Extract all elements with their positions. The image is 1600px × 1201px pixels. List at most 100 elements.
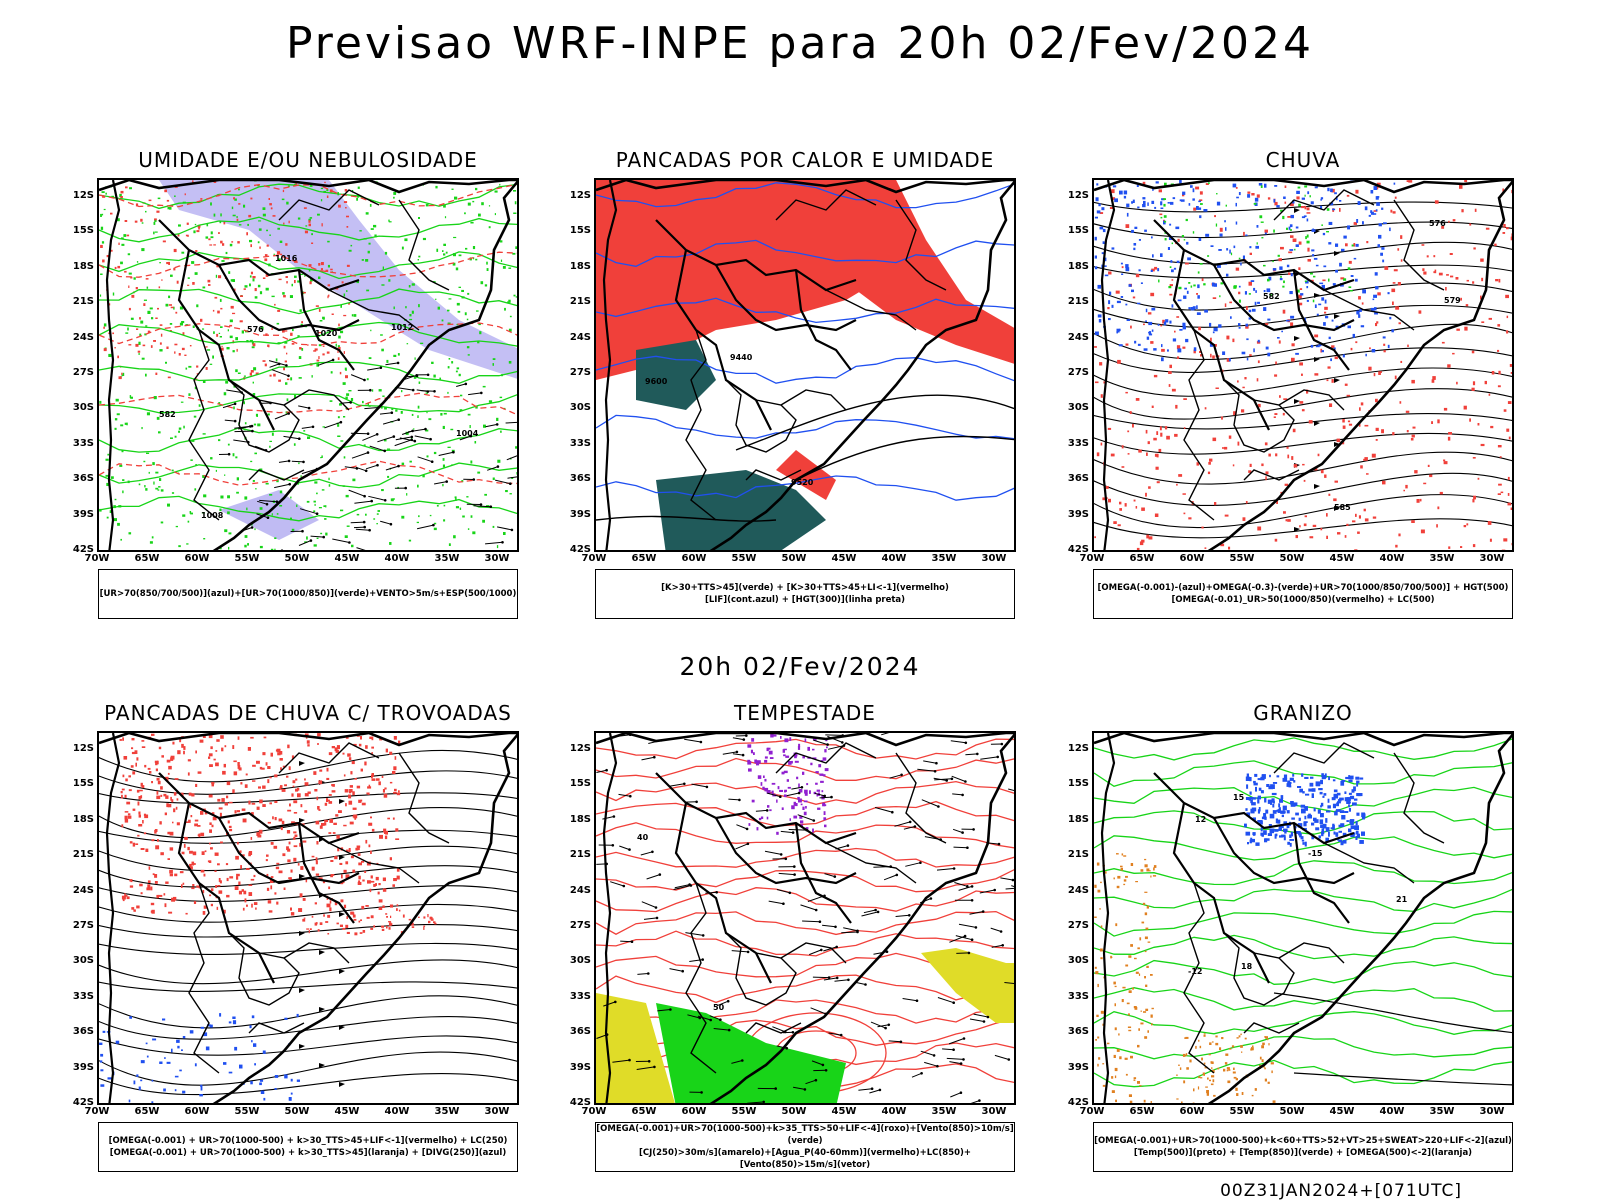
lon-label: 45W [1325,553,1359,564]
contour-label: 582 [1263,292,1280,301]
contour-label: 1016 [275,254,298,263]
contour-label: 21 [1396,895,1408,904]
lon-label: 30W [1475,1106,1509,1117]
lon-label: 35W [1425,553,1459,564]
state-border [399,753,449,843]
lat-label: 33S [1059,991,1089,1002]
lon-label: 70W [80,553,114,564]
lon-label: 35W [430,553,464,564]
contour-label: 50 [713,1003,725,1012]
precip-field [747,734,828,835]
contour-label: 40 [637,833,649,842]
lon-label: 45W [1325,1106,1359,1117]
lon-label: 35W [927,1106,961,1117]
lat-label: 27S [561,920,591,931]
lat-label: 36S [64,1026,94,1037]
legend-line: [CJ(250)>30m/s](amarelo)+[Agua_P(40-60mm… [596,1147,1014,1171]
lat-label: 12S [64,190,94,201]
lon-label: 70W [577,1106,611,1117]
lon-label: 65W [627,1106,661,1117]
lat-label: 18S [1059,261,1089,272]
contour-label: 9440 [730,353,753,362]
lat-label: 36S [64,473,94,484]
map-trovoadas [97,731,519,1105]
lat-label: 18S [64,814,94,825]
lon-label: 40W [1375,553,1409,564]
map-canvas-tempestade: 40 50 [596,733,1016,1105]
lat-label: 39S [561,509,591,520]
legend-umidade: [UR>70(850/700/500)](azul)+[UR>70(1000/8… [98,569,518,619]
lat-label: 39S [64,509,94,520]
lon-label: 70W [577,553,611,564]
lon-label: 65W [1125,1106,1159,1117]
lon-label: 65W [1125,553,1159,564]
precip-field [120,733,401,916]
lon-label: 55W [1225,553,1259,564]
lon-label: 30W [480,553,514,564]
lat-label: 33S [64,438,94,449]
lon-label: 50W [1275,1106,1309,1117]
panel-title-tempestade: TEMPESTADE [554,701,1056,725]
lon-label: 65W [627,553,661,564]
map-tempestade: 40 50 [594,731,1016,1105]
lon-label: 45W [330,553,364,564]
lon-label: 30W [480,1106,514,1117]
lat-label: 27S [1059,367,1089,378]
legend-line: [UR>70(850/700/500)](azul)+[UR>70(1000/8… [100,588,517,600]
state-border [726,933,796,1005]
contour-label: 576 [247,325,264,334]
lat-label: 27S [561,367,591,378]
lat-label: 30S [64,402,94,413]
lon-label: 35W [927,553,961,564]
lat-label: 30S [561,955,591,966]
lon-label: 50W [777,1106,811,1117]
lat-label: 36S [1059,1026,1089,1037]
lon-label: 55W [1225,1106,1259,1117]
lon-label: 50W [280,553,314,564]
state-border [189,330,219,520]
lon-label: 40W [1375,1106,1409,1117]
legend-granizo: [OMEGA(-0.001)+UR>70(1000-500)+k<60+TTS>… [1093,1122,1513,1172]
lat-label: 30S [1059,955,1089,966]
lat-label: 18S [1059,814,1089,825]
legend-pancadas: [K>30+TTS>45](verde) + [K>30+TTS>45+LI<-… [595,569,1015,619]
contour-label: 576 [1429,219,1446,228]
lon-label: 65W [130,1106,164,1117]
lon-label: 45W [330,1106,364,1117]
lat-label: 27S [1059,920,1089,931]
lat-label: 12S [561,190,591,201]
lat-label: 18S [64,261,94,272]
lon-label: 50W [1275,553,1309,564]
lat-label: 12S [64,743,94,754]
contour-label: 582 [159,410,176,419]
lat-label: 36S [561,473,591,484]
lon-label: 65W [130,553,164,564]
lat-label: 15S [561,225,591,236]
contour-label: -15 [1308,849,1323,858]
contour-lines [1094,738,1514,1087]
lon-label: 70W [80,1106,114,1117]
legend-line: [Temp(500)](preto) + [Temp(850)](verde) … [1134,1147,1472,1159]
lat-label: 39S [1059,509,1089,520]
state-border [826,843,916,883]
precip-field [1094,853,1156,1105]
main-title: Previsao WRF-INPE para 20h 02/Fev/2024 [0,18,1600,69]
lat-label: 21S [64,296,94,307]
lat-label: 18S [561,261,591,272]
lat-label: 36S [561,1026,591,1037]
legend-line: [OMEGA(-0.001) + UR>70(1000-500) + k>30_… [110,1147,506,1159]
lat-label: 21S [64,849,94,860]
lon-label: 70W [1075,553,1109,564]
legend-chuva: [OMEGA(-0.001)-(azul)+OMEGA(-0.3)-(verde… [1093,569,1513,619]
state-border [726,380,796,452]
state-border [259,943,349,963]
lat-label: 27S [64,920,94,931]
legend-line: [OMEGA(-0.001)+UR>70(1000-500)+k<60+TTS>… [1094,1135,1512,1147]
legend-tempestade: [OMEGA(-0.001)+UR>70(1000-500)+k>35_TTS>… [595,1122,1015,1172]
